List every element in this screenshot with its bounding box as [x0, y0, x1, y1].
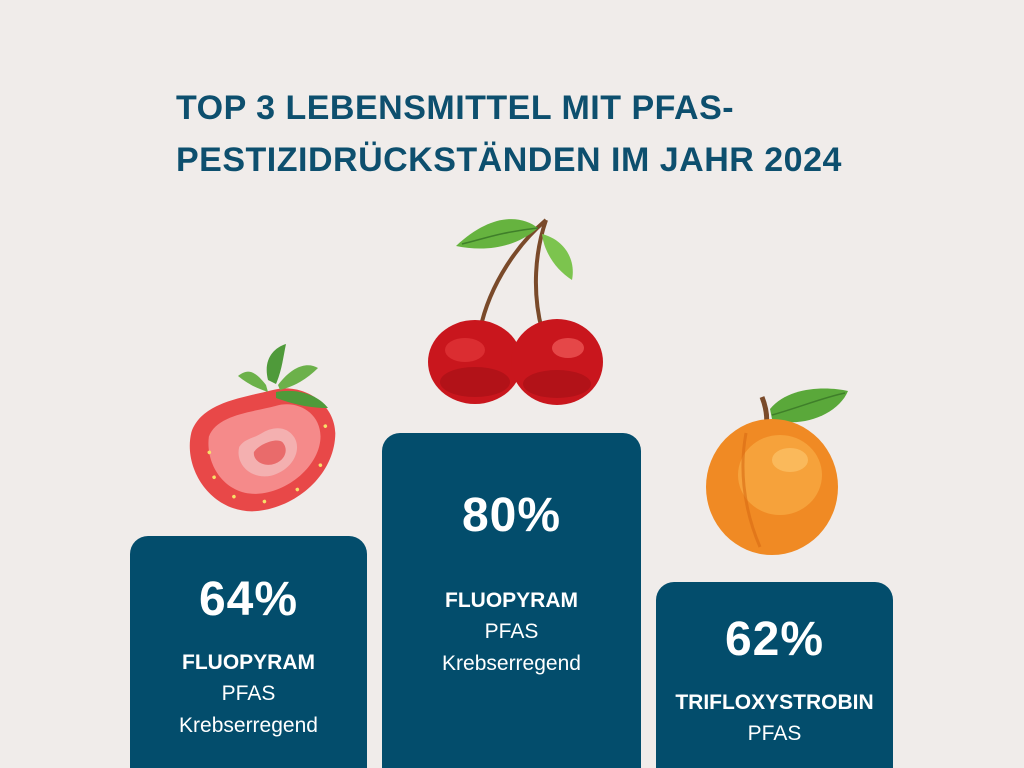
percentage-value: 62% [724, 613, 825, 666]
page-title: TOP 3 LEBENSMITTEL MIT PFAS- PESTIZIDRÜC… [176, 82, 936, 186]
detail-line: PFAS [221, 682, 276, 705]
detail-line: Krebserregend [442, 652, 581, 675]
substance-name: TRIFLOXYSTROBIN [675, 691, 874, 714]
substance-name: FLUOPYRAM [445, 589, 578, 612]
percentage-value: 80% [461, 489, 562, 542]
podium-center: 80% FLUOPYRAM PFAS Krebserregend [382, 433, 641, 768]
percentage-value: 64% [198, 573, 299, 626]
podium-right: 62% TRIFLOXYSTROBIN PFAS [656, 582, 893, 768]
detail-line: PFAS [747, 722, 802, 745]
strawberry-icon [189, 344, 336, 512]
substance-name: FLUOPYRAM [182, 651, 315, 674]
title-line-1: TOP 3 LEBENSMITTEL MIT PFAS- [176, 89, 735, 127]
detail-line: Krebserregend [179, 714, 318, 737]
detail-line: PFAS [484, 620, 539, 643]
podium-left: 64% FLUOPYRAM PFAS Krebserregend [130, 536, 367, 768]
apricot-icon [706, 388, 848, 555]
title-line-2: PESTIZIDRÜCKSTÄNDEN IM JAHR 2024 [176, 141, 842, 179]
cherry-icon [428, 218, 603, 405]
